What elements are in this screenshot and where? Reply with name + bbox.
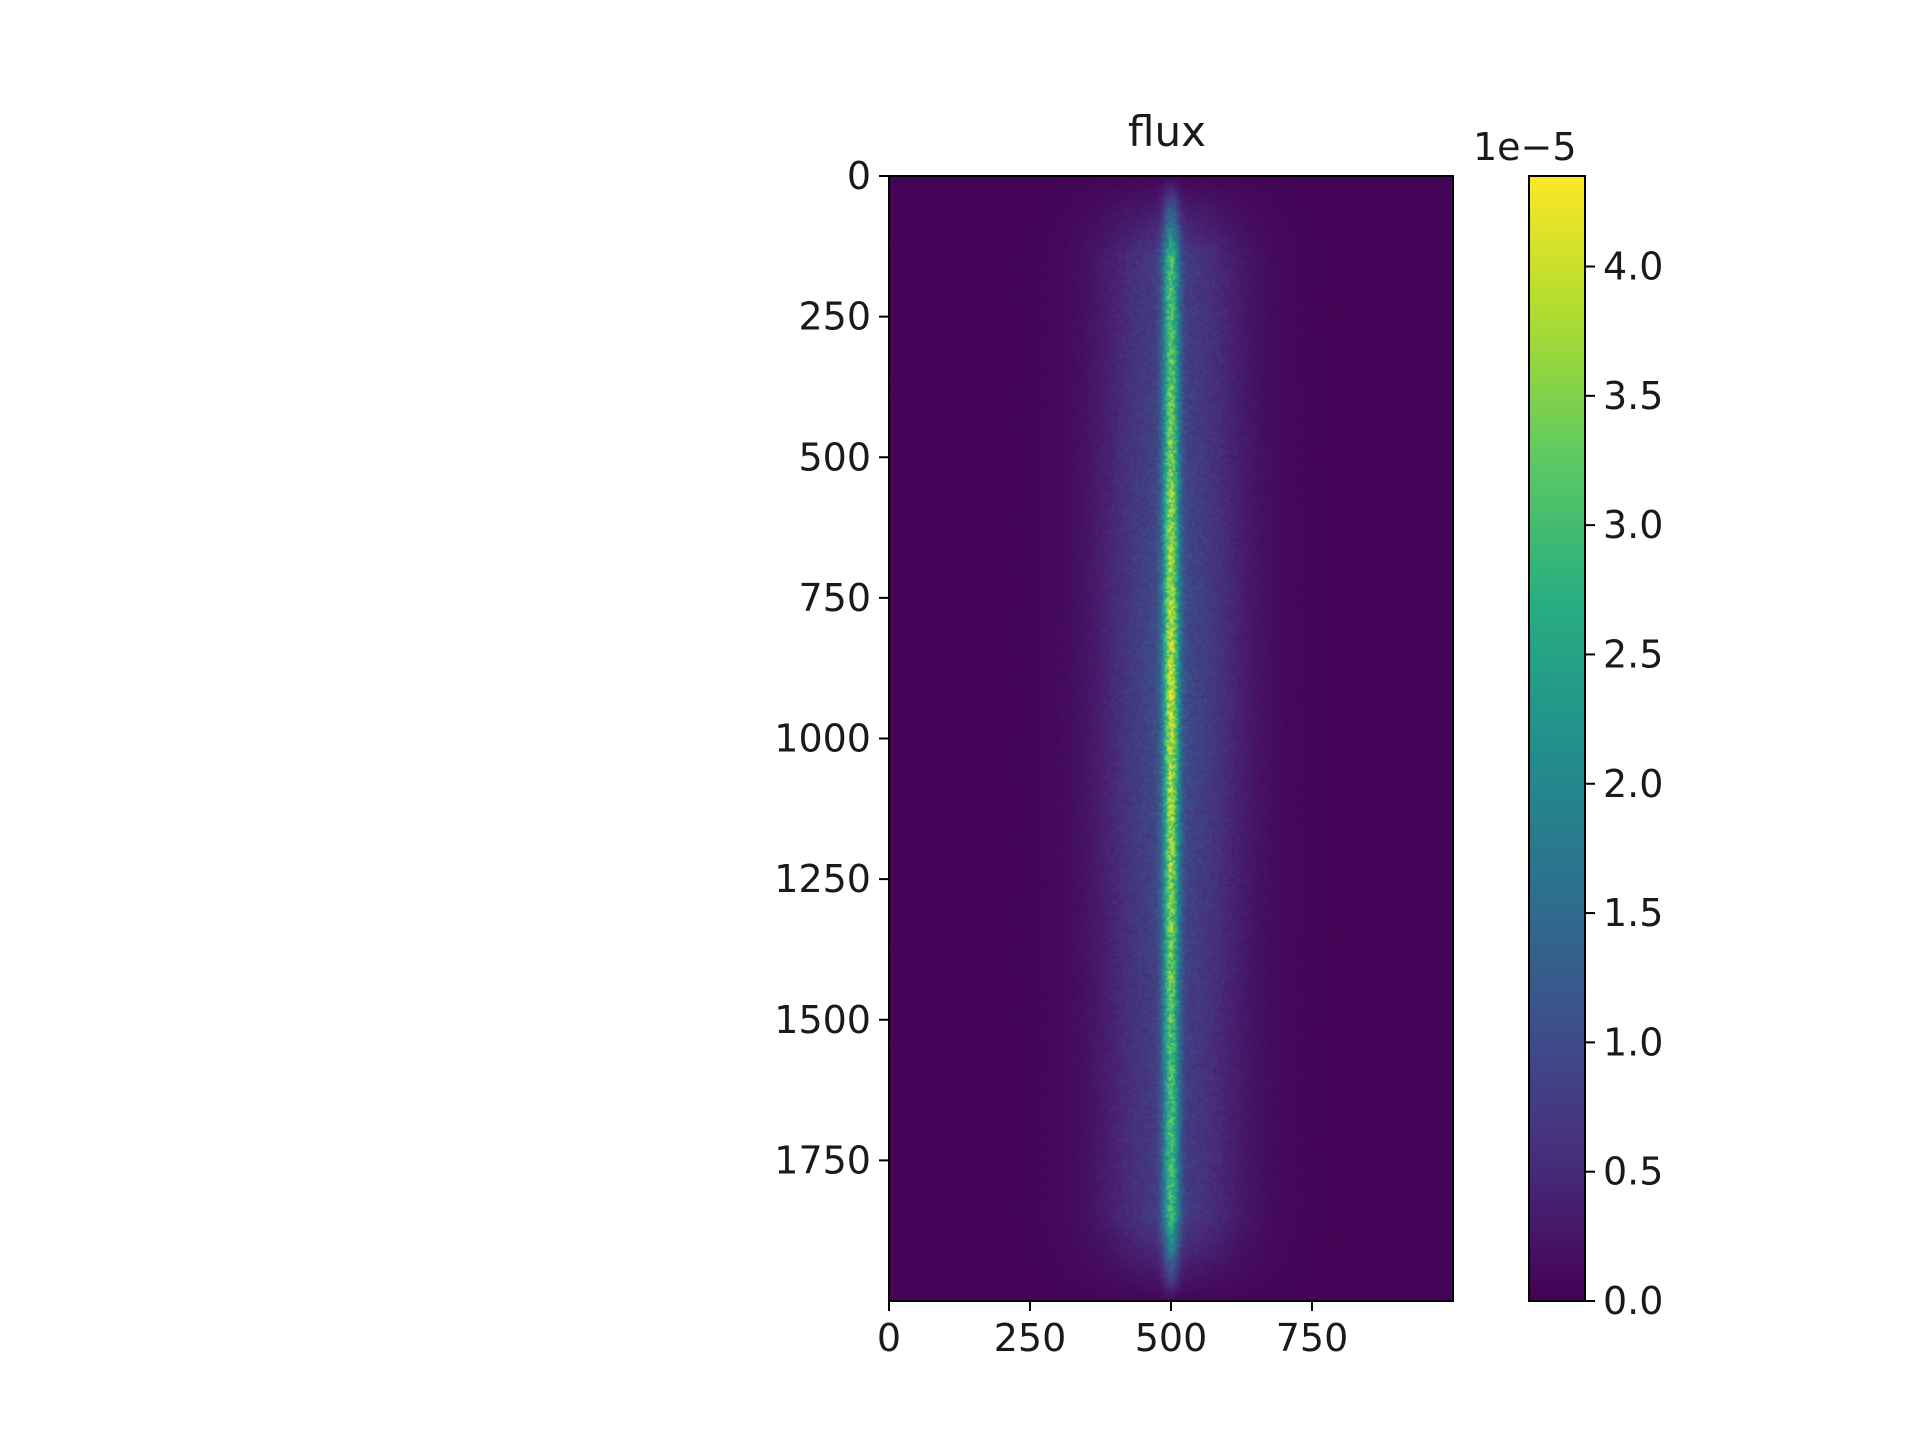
heatmap-image <box>888 175 1454 1302</box>
colorbar-tick-label: 4.0 <box>1603 245 1663 289</box>
y-tick-label: 500 <box>798 435 871 479</box>
y-tick-label: 0 <box>847 154 871 198</box>
y-tick-label: 1500 <box>774 998 871 1042</box>
colorbar: 1e−5 0.0 0.5 1.0 1.5 2.0 2.5 3.0 3.5 4.0 <box>1473 125 1663 1323</box>
colorbar-tick-label: 0.5 <box>1603 1150 1663 1194</box>
y-tick-label: 250 <box>798 295 871 339</box>
x-tick-label: 500 <box>1135 1316 1208 1360</box>
x-tick-label: 250 <box>994 1316 1067 1360</box>
colorbar-tick-label: 1.0 <box>1603 1020 1663 1064</box>
colorbar-tick-label: 3.0 <box>1603 503 1663 547</box>
chart-title: flux <box>1128 107 1206 156</box>
colorbar-offset-label: 1e−5 <box>1473 125 1577 169</box>
colorbar-tick-label: 2.0 <box>1603 762 1663 806</box>
colorbar-ticks: 0.0 0.5 1.0 1.5 2.0 2.5 3.0 3.5 4.0 <box>1585 245 1663 1323</box>
colorbar-tick-label: 2.5 <box>1603 632 1663 676</box>
y-tick-label: 1750 <box>774 1138 871 1182</box>
y-tick-label: 750 <box>798 576 871 620</box>
colorbar-tick-label: 1.5 <box>1603 891 1663 935</box>
y-tick-label: 1250 <box>774 857 871 901</box>
y-tick-label: 1000 <box>774 717 871 761</box>
heatmap-raster <box>889 176 1453 1301</box>
y-axis: 0 250 500 750 1000 1250 1500 1750 <box>774 154 889 1182</box>
colorbar-tick-label: 0.0 <box>1603 1279 1663 1323</box>
colorbar-tick-label: 3.5 <box>1603 374 1663 418</box>
x-tick-label: 0 <box>877 1316 901 1360</box>
x-axis: 0 250 500 750 <box>877 1301 1348 1360</box>
x-tick-label: 750 <box>1276 1316 1349 1360</box>
colorbar-gradient <box>1528 175 1586 1302</box>
